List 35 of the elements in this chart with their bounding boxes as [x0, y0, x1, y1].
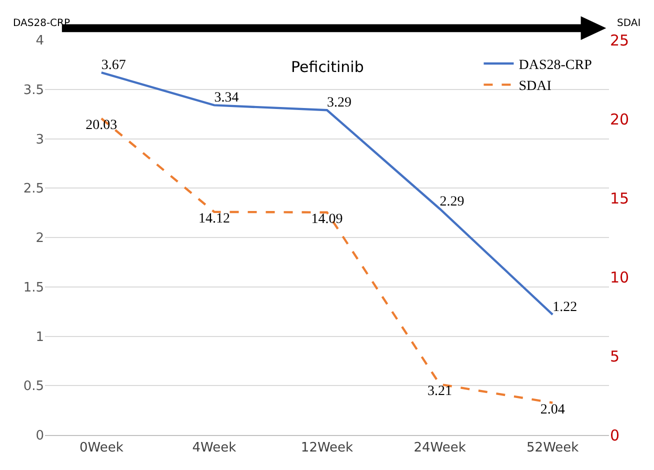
y-tick-label: 2.5	[23, 182, 44, 197]
x-tick-label: 12Week	[300, 440, 354, 456]
legend-label: DAS28-CRP	[518, 58, 592, 73]
y-axis-title: DAS28-CRP	[13, 18, 70, 29]
y2-tick-label: 15	[610, 189, 630, 208]
annotation: Peficitinib	[291, 58, 364, 76]
y-tick-label: 0	[36, 428, 44, 444]
x-tick-label: 0Week	[79, 440, 124, 456]
data-label: 3.21	[428, 384, 452, 399]
data-label: 2.04	[540, 402, 565, 418]
legend-label: SDAI	[518, 79, 552, 94]
y-tick-label: 0.5	[23, 379, 44, 394]
data-label: 2.29	[440, 194, 464, 210]
x-tick-label: 52Week	[526, 440, 580, 456]
data-label: 20.03	[86, 118, 118, 134]
y2-axis-title: SDAI	[617, 18, 641, 29]
y-tick-label: 1	[36, 330, 44, 345]
data-label: 3.29	[327, 96, 352, 111]
y-tick-label: 1.5	[23, 280, 44, 296]
x-tick-label: 24Week	[414, 440, 466, 456]
x-tick-label: 4Week	[192, 440, 237, 456]
y-tick-label: 3	[36, 132, 44, 148]
data-label: 1.22	[552, 300, 578, 316]
y2-tick-label: 5	[610, 347, 620, 366]
y2-tick-label: 0	[610, 426, 620, 444]
y2-tick-label: 25	[610, 31, 630, 50]
data-label: 3.67	[101, 58, 126, 74]
y2-tick-label: 10	[610, 268, 630, 286]
y2-tick-label: 20	[610, 110, 630, 128]
y-tick-label: 2	[36, 231, 44, 246]
data-label: 14.12	[198, 211, 230, 226]
data-label: 3.34	[214, 90, 239, 106]
y-tick-label: 4	[36, 34, 44, 49]
y-tick-label: 3.5	[23, 82, 44, 98]
data-label: 14.09	[311, 212, 343, 227]
